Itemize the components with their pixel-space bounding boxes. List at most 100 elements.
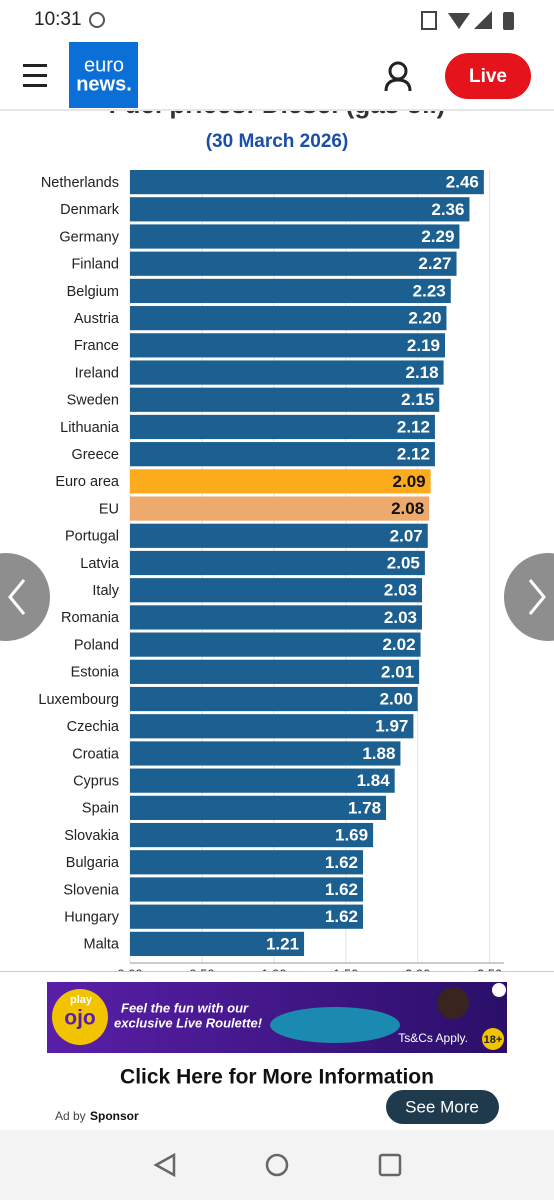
bar xyxy=(130,278,451,304)
bar xyxy=(130,741,401,766)
bar xyxy=(130,414,435,440)
live-label: Live xyxy=(469,66,507,87)
status-time: 10:31 xyxy=(34,9,82,30)
value-label: 1.78 xyxy=(348,798,381,817)
logo-text: news. xyxy=(76,73,132,95)
bar xyxy=(130,768,395,793)
category-label: Italy xyxy=(92,583,119,599)
ad-terms: Ts&Cs Apply. xyxy=(398,1031,468,1045)
bar xyxy=(130,714,414,739)
category-label: EU xyxy=(99,501,119,517)
value-label: 1.97 xyxy=(375,717,408,736)
value-label: 1.88 xyxy=(362,744,395,763)
bar xyxy=(130,822,374,848)
bar xyxy=(130,659,420,684)
bar xyxy=(130,496,430,521)
value-label: 2.20 xyxy=(408,309,441,328)
value-label: 2.05 xyxy=(387,553,420,572)
ad-brand-logo xyxy=(52,989,108,1045)
bar xyxy=(130,251,457,276)
bar xyxy=(130,605,423,630)
category-label: Cyprus xyxy=(73,773,119,789)
category-label: Netherlands xyxy=(41,175,119,191)
chart-subtitle: (30 March 2026) xyxy=(206,131,349,152)
bar xyxy=(130,795,387,820)
live-button[interactable] xyxy=(445,53,531,99)
bar xyxy=(130,686,418,712)
category-label: Croatia xyxy=(72,746,120,762)
category-label: Denmark xyxy=(60,202,120,218)
ad-by: Ad by xyxy=(55,1109,86,1123)
account-body xyxy=(384,78,412,92)
category-label: France xyxy=(74,338,119,354)
logo-text: euro xyxy=(84,54,124,76)
category-label: Bulgaria xyxy=(66,855,120,871)
ad-headline: Feel the fun with our xyxy=(121,1000,249,1015)
ad-cta[interactable]: Click Here for More Information xyxy=(120,1066,434,1089)
ad-border xyxy=(0,971,554,972)
category-label: Sweden xyxy=(67,393,119,409)
bar xyxy=(130,360,444,385)
category-label: Austria xyxy=(74,311,120,327)
value-label: 2.18 xyxy=(405,363,438,382)
ad-button[interactable] xyxy=(386,1090,499,1124)
bar xyxy=(130,850,364,875)
menu-line xyxy=(23,64,47,67)
bar xyxy=(130,224,460,249)
bar xyxy=(130,904,364,929)
value-label: 1.62 xyxy=(325,853,358,872)
account-button[interactable] xyxy=(384,61,412,92)
category-label: Hungary xyxy=(64,910,120,926)
bar xyxy=(130,877,364,902)
ad-roulette xyxy=(270,1007,400,1043)
bar xyxy=(130,632,421,657)
nav-home[interactable] xyxy=(265,1153,289,1177)
value-label: 2.46 xyxy=(446,173,479,192)
ad-brand: ojo xyxy=(64,1007,96,1030)
nav-recents[interactable] xyxy=(378,1153,402,1177)
bar xyxy=(130,578,423,603)
logo[interactable] xyxy=(69,42,138,108)
value-label: 2.23 xyxy=(413,281,446,300)
bar xyxy=(130,387,440,412)
value-label: 1.62 xyxy=(325,907,358,926)
value-label: 1.21 xyxy=(266,934,299,953)
value-label: 1.62 xyxy=(325,880,358,899)
category-label: Lithuania xyxy=(60,420,120,436)
ad-info[interactable] xyxy=(492,983,506,997)
value-label: 2.09 xyxy=(393,472,426,491)
bar xyxy=(130,523,428,548)
value-label: 2.00 xyxy=(380,690,413,709)
ad-age-badge xyxy=(482,1028,504,1050)
category-label: Portugal xyxy=(65,529,119,545)
category-label: Romania xyxy=(61,610,120,626)
category-label: Germany xyxy=(59,229,119,245)
value-label: 2.08 xyxy=(391,499,424,518)
wifi-icon xyxy=(448,13,470,29)
category-label: Belgium xyxy=(67,284,119,300)
nav-back[interactable] xyxy=(153,1152,176,1178)
nav-bar xyxy=(0,1130,554,1200)
category-label: Malta xyxy=(84,937,120,953)
value-label: 1.84 xyxy=(357,771,391,790)
battery-icon xyxy=(503,12,514,30)
category-label: Estonia xyxy=(71,665,120,681)
category-label: Euro area xyxy=(55,474,120,490)
menu-button[interactable] xyxy=(23,64,47,87)
signal-icon xyxy=(474,11,492,29)
prev-arrow[interactable] xyxy=(0,553,50,641)
category-label: Finland xyxy=(71,257,119,273)
ad-sponsor: Sponsor xyxy=(90,1109,139,1123)
ad-headline: exclusive Live Roulette! xyxy=(114,1015,263,1030)
value-label: 2.36 xyxy=(431,200,464,219)
bar xyxy=(130,469,431,494)
next-icon xyxy=(528,579,546,615)
value-label: 2.19 xyxy=(407,336,440,355)
category-label: Latvia xyxy=(80,556,120,572)
value-label: 1.69 xyxy=(335,826,368,845)
next-arrow[interactable] xyxy=(504,553,554,641)
category-label: Slovenia xyxy=(63,882,120,898)
ad-age: 18+ xyxy=(484,1034,503,1046)
menu-line xyxy=(23,74,47,77)
